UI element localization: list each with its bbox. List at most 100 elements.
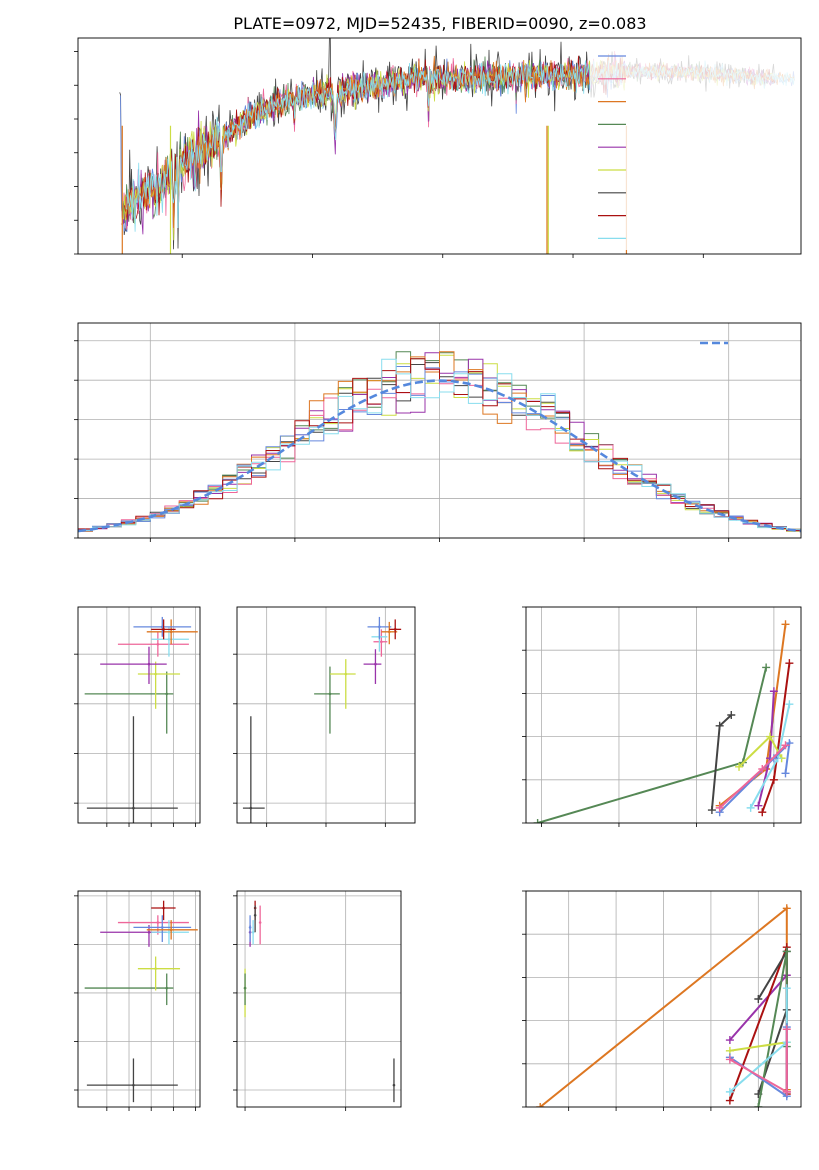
grid (237, 891, 401, 1107)
weight-point-marker (754, 801, 763, 810)
weight-point-marker (781, 741, 790, 750)
weight-point-marker (533, 819, 542, 823)
axes-frame (236, 890, 402, 1108)
weight-point-marker (781, 620, 790, 629)
axes (522, 890, 802, 1111)
weight-point-marker (746, 803, 755, 812)
axes-frame (77, 890, 201, 1108)
data-point (162, 906, 165, 910)
grid (237, 607, 415, 823)
data-point (165, 692, 169, 696)
weight-point-marker (707, 806, 716, 815)
data-point (167, 637, 171, 641)
panel-Z_vs_mass (74, 890, 201, 1111)
weight-point-marker (758, 765, 767, 773)
data-point (392, 1083, 396, 1087)
panel-residuals (74, 322, 802, 542)
weight-point-marker (715, 803, 724, 812)
weight-point-marker (782, 1087, 791, 1096)
data-point (147, 662, 151, 666)
data-point (344, 672, 348, 676)
data-point (253, 913, 257, 917)
data-point (165, 986, 169, 990)
data-point (378, 625, 381, 629)
weight-series-line (718, 740, 791, 813)
normal-curve (78, 379, 801, 533)
data-point (328, 692, 332, 696)
weight-point-marker (725, 1036, 734, 1045)
data-point (147, 930, 151, 934)
figure-title: PLATE=0972, MJD=52435, FIBERID=0090, z=0… (233, 14, 646, 33)
axes-frame (77, 322, 802, 539)
axes-frame (525, 606, 802, 824)
plot-area (536, 904, 791, 1107)
data-point (156, 921, 160, 924)
weight-point-marker (715, 721, 724, 730)
weight-point-marker (727, 711, 736, 719)
data-point (380, 640, 383, 644)
data-point (169, 630, 173, 634)
weight-point-marker (758, 808, 767, 817)
axes-frame (236, 606, 416, 824)
weight-point-marker (782, 947, 791, 956)
weight-point-marker (781, 769, 790, 778)
data-point (258, 921, 262, 924)
weight-point-marker (725, 1055, 734, 1064)
plot-area (84, 616, 198, 823)
plot-area (533, 620, 794, 823)
data-point (169, 928, 173, 932)
axes-frame (525, 890, 802, 1108)
weight-point-marker (785, 700, 794, 709)
panel-Z_vs_weight (522, 890, 802, 1111)
data-point (132, 1083, 135, 1087)
axes (74, 37, 802, 258)
data-point (160, 625, 164, 629)
data-point (167, 930, 171, 934)
weight-point-marker (769, 687, 778, 696)
data-point (132, 806, 135, 810)
weight-point-marker (766, 732, 775, 741)
data-point (248, 926, 252, 929)
weight-series-line (761, 663, 791, 813)
weight-point-marker (782, 984, 791, 993)
weight-point-marker (725, 1087, 734, 1096)
weight-point-marker (735, 762, 744, 771)
weight-point-marker (785, 659, 794, 668)
weight-series-line (710, 714, 732, 811)
data-point (393, 628, 397, 631)
weight-series-line (729, 1041, 787, 1052)
data-point (243, 986, 247, 990)
weight-point-marker (782, 904, 791, 913)
axes (74, 322, 802, 542)
axes (233, 890, 402, 1111)
data-point (162, 628, 165, 631)
panel-mass_vs_age (233, 606, 416, 827)
data-point (156, 642, 160, 646)
weight-point-marker (536, 1103, 545, 1107)
plot-area (78, 351, 801, 533)
data-point (154, 672, 157, 676)
plot-area (84, 900, 198, 1103)
axes (74, 606, 201, 827)
weight-point-marker (782, 1025, 791, 1034)
data-point (249, 806, 253, 810)
weight-point-marker (725, 1096, 734, 1105)
weight-point-marker (762, 663, 771, 672)
weight-point-marker (754, 1103, 763, 1107)
panel-age_vs_weight (522, 606, 802, 827)
weight-point-marker (754, 995, 763, 1003)
data-point (387, 630, 391, 634)
spectrum-legend (590, 44, 796, 250)
axes (74, 890, 201, 1111)
data-point (154, 967, 157, 970)
data-point (374, 662, 377, 666)
grid (78, 607, 200, 823)
weight-point-marker (769, 775, 778, 784)
plot-area (243, 900, 396, 1103)
grid (78, 891, 200, 1107)
data-point (160, 926, 164, 929)
histogram-step-line (78, 358, 801, 531)
panel-EBV_vs_mass (233, 890, 402, 1111)
axes (522, 606, 802, 827)
